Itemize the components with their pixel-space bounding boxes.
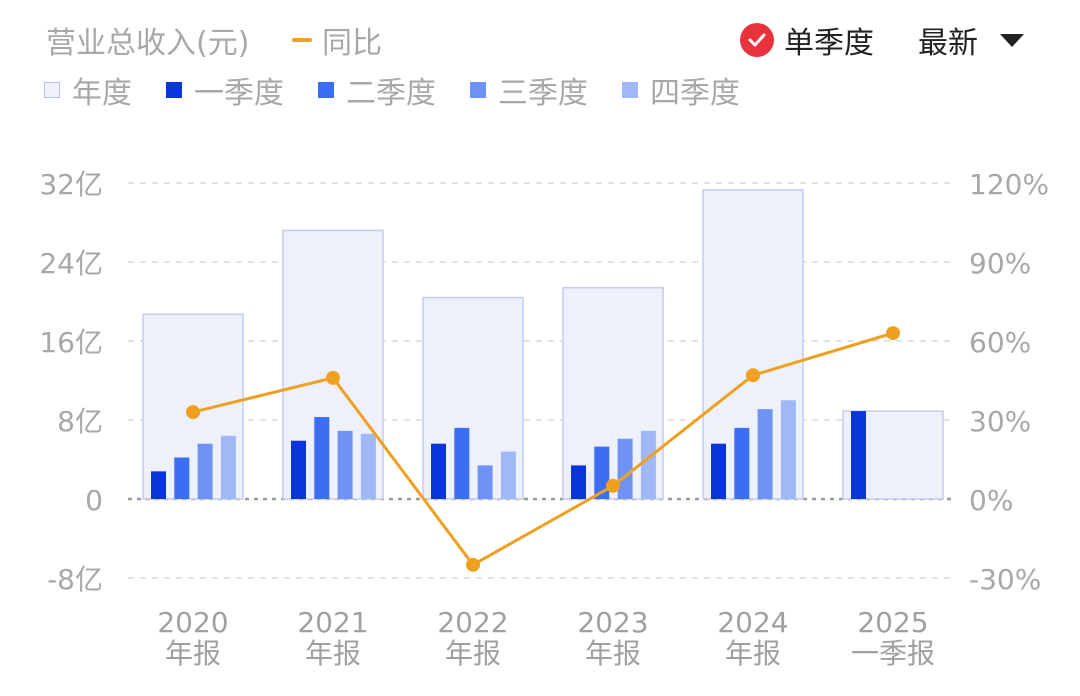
right-axis-tick-label: 0% (969, 484, 1013, 517)
legend-swatch (470, 82, 486, 98)
left-axis-tick-label: 0 (85, 484, 103, 517)
yoy-point (326, 370, 340, 385)
period-dropdown[interactable]: 最新 (918, 18, 1024, 62)
legend-label: 年度 (72, 76, 132, 111)
quarter-bar (220, 435, 236, 499)
quarter-bar (314, 417, 330, 499)
x-axis-tick-sublabel: 年报 (165, 637, 221, 670)
left-axis-tick-label: 32亿 (39, 168, 103, 201)
quarter-bar (477, 465, 493, 499)
quarter-bar (291, 440, 306, 499)
quarter-bar (640, 430, 656, 499)
period-dropdown-label: 最新 (918, 26, 978, 61)
yoy-point (886, 326, 900, 341)
legend-label: 一季度 (194, 76, 284, 111)
legend-item-annual[interactable]: 年度 (44, 68, 132, 112)
chart-legend: 年度 一季度 二季度 三季度 四季度 (44, 68, 740, 112)
legend-label: 三季度 (498, 76, 588, 111)
x-axis-tick-label: 2020 (157, 606, 228, 639)
single-quarter-toggle[interactable]: 单季度 (740, 18, 874, 62)
x-axis-tick-sublabel: 年报 (445, 637, 501, 670)
x-axis-tick-sublabel: 年报 (585, 637, 641, 670)
single-quarter-label: 单季度 (784, 26, 874, 61)
quarter-bar (337, 430, 353, 499)
yoy-point (186, 405, 200, 420)
yoy-point (746, 368, 760, 383)
x-axis-tick-sublabel: 年报 (725, 637, 781, 670)
quarter-bar (594, 446, 610, 499)
left-axis-tick-label: 24亿 (39, 247, 103, 280)
x-axis-tick-label: 2025 (857, 606, 928, 639)
quarter-bar (757, 409, 773, 499)
quarter-bar (500, 451, 516, 499)
quarter-bar (151, 471, 166, 499)
quarter-bar (174, 457, 190, 499)
quarter-bar (711, 443, 726, 499)
quarter-bar (780, 400, 796, 499)
quarter-bar (851, 411, 866, 499)
legend-item-q2[interactable]: 二季度 (318, 68, 436, 112)
x-axis-tick-label: 2022 (437, 606, 508, 639)
quarter-bar (734, 427, 750, 499)
legend-item-q4[interactable]: 四季度 (622, 68, 740, 112)
right-axis-tick-label: 120% (969, 168, 1049, 201)
legend-label: 二季度 (346, 76, 436, 111)
yoy-legend: 同比 (292, 18, 382, 62)
quarter-bar (360, 433, 376, 499)
x-axis-tick-sublabel: 年报 (305, 637, 361, 670)
right-axis-tick-label: 60% (969, 326, 1031, 359)
yoy-line-swatch (292, 38, 312, 42)
yoy-point (606, 478, 620, 493)
x-axis-tick-label: 2024 (717, 606, 788, 639)
legend-item-q1[interactable]: 一季度 (166, 68, 284, 112)
right-axis-tick-label: -30% (969, 563, 1041, 596)
x-axis-tick-sublabel: 一季报 (851, 637, 935, 670)
quarter-bar (197, 443, 213, 499)
quarter-bar (454, 427, 470, 499)
legend-swatch (44, 82, 60, 98)
left-axis-tick-label: 8亿 (57, 405, 103, 438)
x-axis-tick-label: 2021 (297, 606, 368, 639)
yoy-line (192, 331, 894, 567)
legend-swatch (622, 82, 638, 98)
chart-header: 营业总收入(元) 同比 单季度 最新 年度 一季度 二季度 三季度 四季度 (0, 0, 1080, 120)
legend-swatch (318, 82, 334, 98)
check-icon (740, 23, 774, 57)
yoy-legend-label: 同比 (322, 26, 382, 61)
left-axis-tick-label: -8亿 (47, 563, 103, 596)
chart-title: 营业总收入(元) (46, 26, 250, 61)
left-axis-tick-label: 16亿 (39, 326, 103, 359)
right-axis-tick-label: 90% (969, 247, 1031, 280)
quarter-bar (571, 465, 586, 499)
caret-down-icon (1000, 33, 1024, 47)
x-axis-tick-label: 2023 (577, 606, 648, 639)
yoy-point (466, 557, 480, 572)
legend-item-q3[interactable]: 三季度 (470, 68, 588, 112)
legend-label: 四季度 (650, 76, 740, 111)
quarter-bar (431, 443, 446, 499)
legend-swatch (166, 82, 182, 98)
right-axis-tick-label: 30% (969, 405, 1031, 438)
quarter-bar (617, 438, 633, 499)
